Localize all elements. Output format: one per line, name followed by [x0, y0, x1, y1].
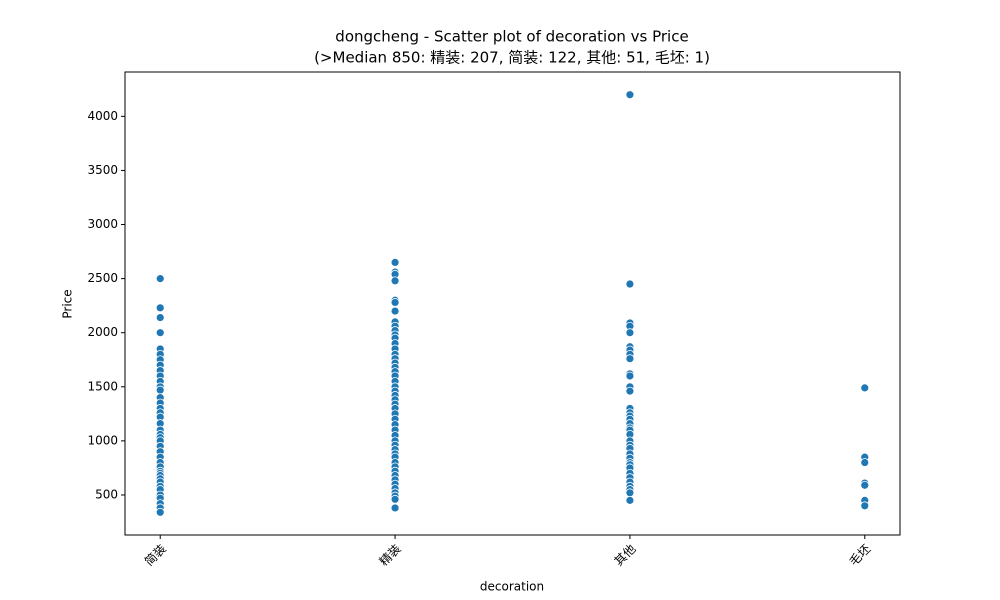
y-tick-label: 2500: [87, 271, 118, 285]
point: [860, 501, 870, 511]
chart-title: dongcheng - Scatter plot of decoration v…: [335, 28, 688, 46]
point: [625, 371, 635, 381]
point: [625, 386, 635, 396]
point: [860, 383, 870, 393]
axes-frame: [124, 71, 901, 536]
point: [155, 507, 165, 517]
point: [155, 385, 165, 395]
y-axis-label: Price: [61, 289, 75, 318]
point: [625, 495, 635, 505]
point: [390, 298, 400, 307]
y-tick-label: 2000: [87, 325, 118, 339]
point: [625, 328, 635, 338]
y-tick-label: 3500: [87, 163, 118, 177]
x-axis-label: decoration: [480, 580, 544, 594]
point: [625, 354, 635, 364]
point: [625, 488, 635, 498]
point: [390, 503, 400, 513]
point: [860, 480, 870, 490]
point: [390, 494, 400, 504]
point: [390, 306, 400, 316]
point: [155, 274, 165, 284]
y-tick-label: 3000: [87, 217, 118, 231]
y-tick-label: 1000: [87, 433, 118, 447]
point: [625, 279, 635, 289]
y-tick-label: 4000: [87, 109, 118, 123]
point: [625, 90, 635, 100]
point: [155, 303, 165, 313]
point: [155, 313, 165, 322]
point: [390, 276, 400, 286]
point: [155, 328, 165, 338]
y-tick-label: 1500: [87, 379, 118, 393]
point: [390, 257, 400, 267]
y-tick-label: 500: [95, 487, 118, 501]
chart-subtitle: (>Median 850: 精装: 207, 简装: 122, 其他: 51, …: [314, 49, 710, 67]
point: [860, 458, 870, 467]
